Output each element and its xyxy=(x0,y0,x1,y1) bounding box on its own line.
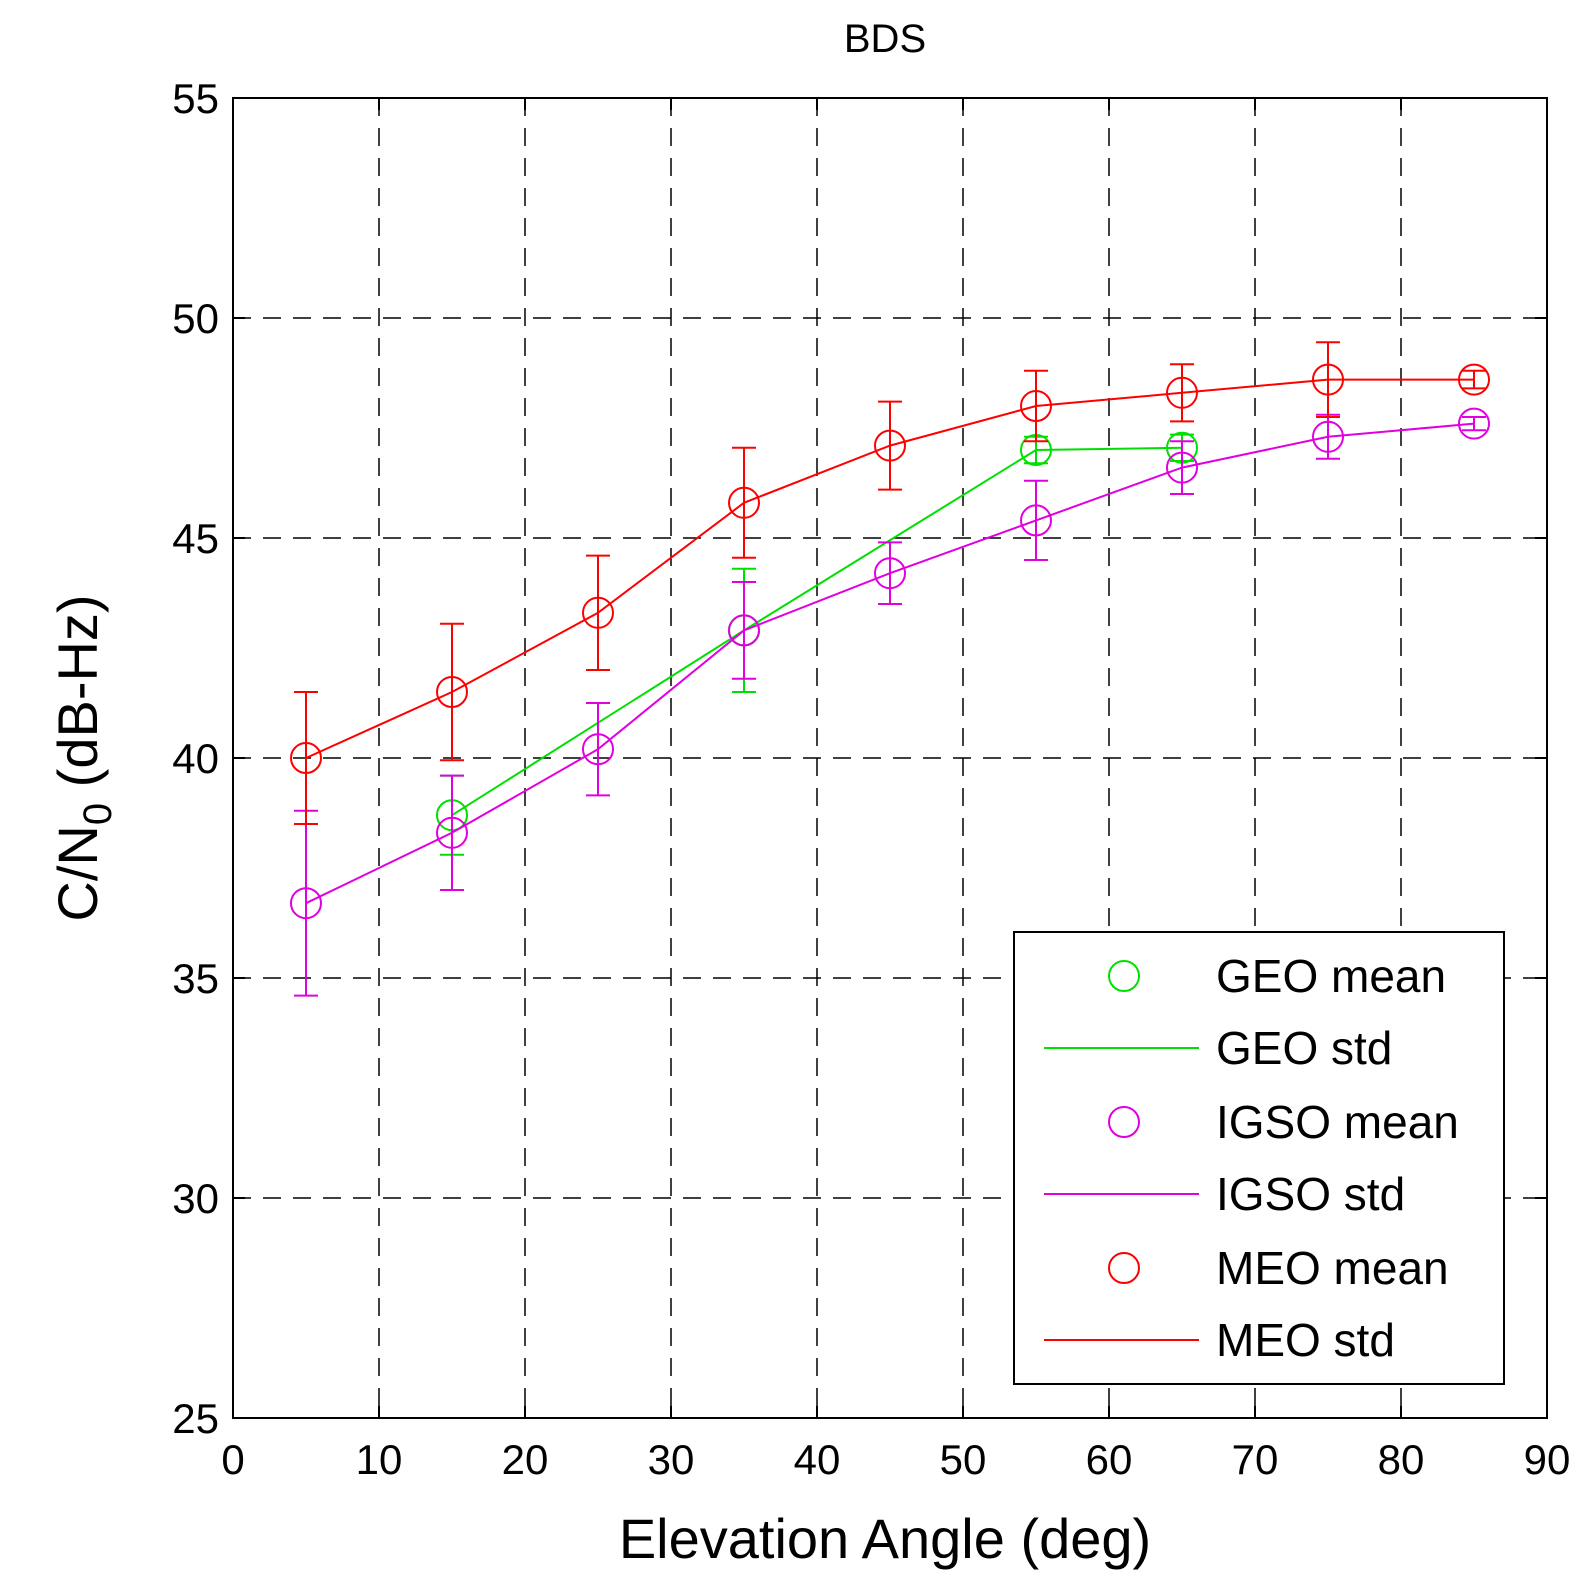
x-tick-label: 70 xyxy=(1232,1436,1279,1483)
meo-mean-marker xyxy=(1458,363,1490,396)
igso-mean-marker xyxy=(1312,420,1344,453)
legend-meo-mean-label: MEO mean xyxy=(1216,1242,1449,1294)
x-tick-label: 20 xyxy=(502,1436,549,1483)
igso-mean-marker xyxy=(1020,504,1052,537)
igso-mean-marker xyxy=(728,614,760,647)
series-layer xyxy=(290,341,1490,997)
series-igso xyxy=(290,407,1490,997)
legend-igso-std-label: IGSO std xyxy=(1216,1168,1405,1220)
meo-mean-marker xyxy=(1312,363,1344,396)
x-tick-label: 50 xyxy=(940,1436,987,1483)
y-tick-label: 45 xyxy=(172,515,219,562)
meo-mean-marker xyxy=(1020,390,1052,422)
legend-igso-mean-label: IGSO mean xyxy=(1216,1096,1459,1148)
y-tick-label: 30 xyxy=(172,1175,219,1222)
meo-mean-marker xyxy=(874,429,906,462)
x-tick-label: 30 xyxy=(648,1436,695,1483)
y-axis-label-main: C/N xyxy=(46,825,109,921)
y-axis-label: C/N0 (dB-Hz) xyxy=(46,594,120,921)
y-tick-label: 50 xyxy=(172,295,219,342)
legend-box xyxy=(1013,931,1505,1385)
y-tick-labels: 25 30 35 40 45 50 55 xyxy=(172,75,219,1442)
chart-title: BDS xyxy=(844,17,926,61)
x-tick-label: 80 xyxy=(1378,1436,1425,1483)
series-meo xyxy=(290,341,1490,825)
y-tick-label: 55 xyxy=(172,75,219,122)
legend-meo-std-label: MEO std xyxy=(1216,1314,1395,1366)
x-axis-label: Elevation Angle (deg) xyxy=(619,1507,1151,1570)
meo-mean-marker xyxy=(290,742,322,774)
y-axis-label-subscript: 0 xyxy=(76,803,120,825)
x-tick-label: 40 xyxy=(794,1436,841,1483)
legend-geo-std-label: GEO std xyxy=(1216,1022,1392,1074)
igso-mean-marker xyxy=(290,887,322,920)
igso-mean-marker xyxy=(436,816,468,849)
y-tick-label: 35 xyxy=(172,955,219,1002)
meo-mean-marker xyxy=(728,486,760,519)
x-tick-label: 0 xyxy=(221,1436,244,1483)
x-tick-label: 10 xyxy=(356,1436,403,1483)
y-tick-label: 40 xyxy=(172,735,219,782)
legend-geo-mean-marker xyxy=(1108,960,1140,992)
igso-mean-marker xyxy=(582,733,614,766)
x-tick-label: 90 xyxy=(1524,1436,1571,1483)
x-tick-labels: 0 10 20 30 40 50 60 70 80 90 xyxy=(221,1436,1570,1483)
igso-mean-marker xyxy=(1166,451,1198,484)
axis-ticks xyxy=(232,97,1548,1419)
legend-meo-mean-marker xyxy=(1108,1252,1140,1284)
legend-igso-mean-marker xyxy=(1108,1106,1140,1138)
legend: GEO mean GEO std IGSO mean IGSO std MEO … xyxy=(1013,931,1505,1385)
x-tick-label: 60 xyxy=(1086,1436,1133,1483)
y-tick-label: 25 xyxy=(172,1395,219,1442)
igso-mean-marker xyxy=(1458,407,1490,440)
meo-mean-marker xyxy=(436,676,468,708)
legend-geo-mean-label: GEO mean xyxy=(1216,950,1446,1002)
meo-mean-marker xyxy=(582,596,614,629)
igso-mean-marker xyxy=(874,557,906,590)
y-axis-label-suffix: (dB-Hz) xyxy=(46,594,109,802)
meo-mean-marker xyxy=(1166,376,1198,409)
